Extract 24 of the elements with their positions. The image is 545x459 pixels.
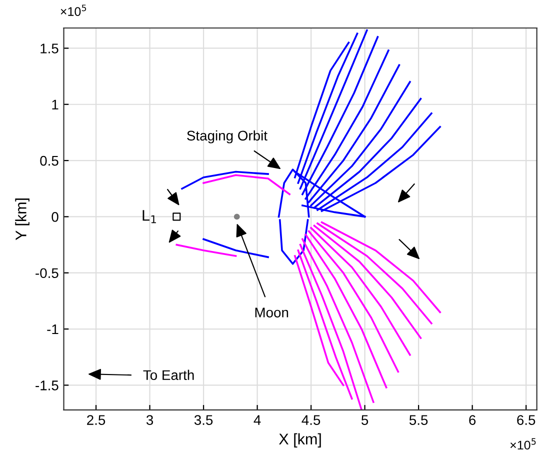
x-tick-label: 3 (146, 415, 154, 425)
y-tick-label: 1.5 (40, 44, 58, 54)
annotation: Moon (255, 308, 288, 318)
y-tick-label: -1 (47, 324, 58, 334)
x-tick-label: 6 (469, 415, 476, 425)
y-tick-label: 1 (52, 100, 58, 110)
y-axis-title: Y [km] (15, 198, 30, 240)
x-tick-label: 4 (254, 415, 261, 425)
annotation: L$_{1}$ (142, 210, 156, 224)
text: ×10$^{5}$ (60, 4, 86, 16)
x-axis-title: X [km] (278, 433, 321, 448)
annotation: To Earth (143, 370, 194, 380)
x-tick-label: 2.5 (87, 415, 106, 425)
x-tick-label: 4.5 (302, 415, 320, 425)
text: ×10$^{5}$ (510, 438, 536, 450)
y-tick-label: 0 (52, 212, 58, 222)
x-tick-label: 6.5 (517, 415, 536, 425)
x-tick-label: 5.5 (409, 415, 428, 425)
x-tick-label: 3.5 (194, 415, 213, 425)
annotation: Staging Orbit (187, 130, 268, 144)
x-tick-label: 5 (361, 415, 368, 425)
y-tick-label: -1.5 (36, 380, 58, 390)
y-tick-label: 0.5 (40, 156, 58, 166)
y-tick-label: -0.5 (36, 268, 58, 278)
